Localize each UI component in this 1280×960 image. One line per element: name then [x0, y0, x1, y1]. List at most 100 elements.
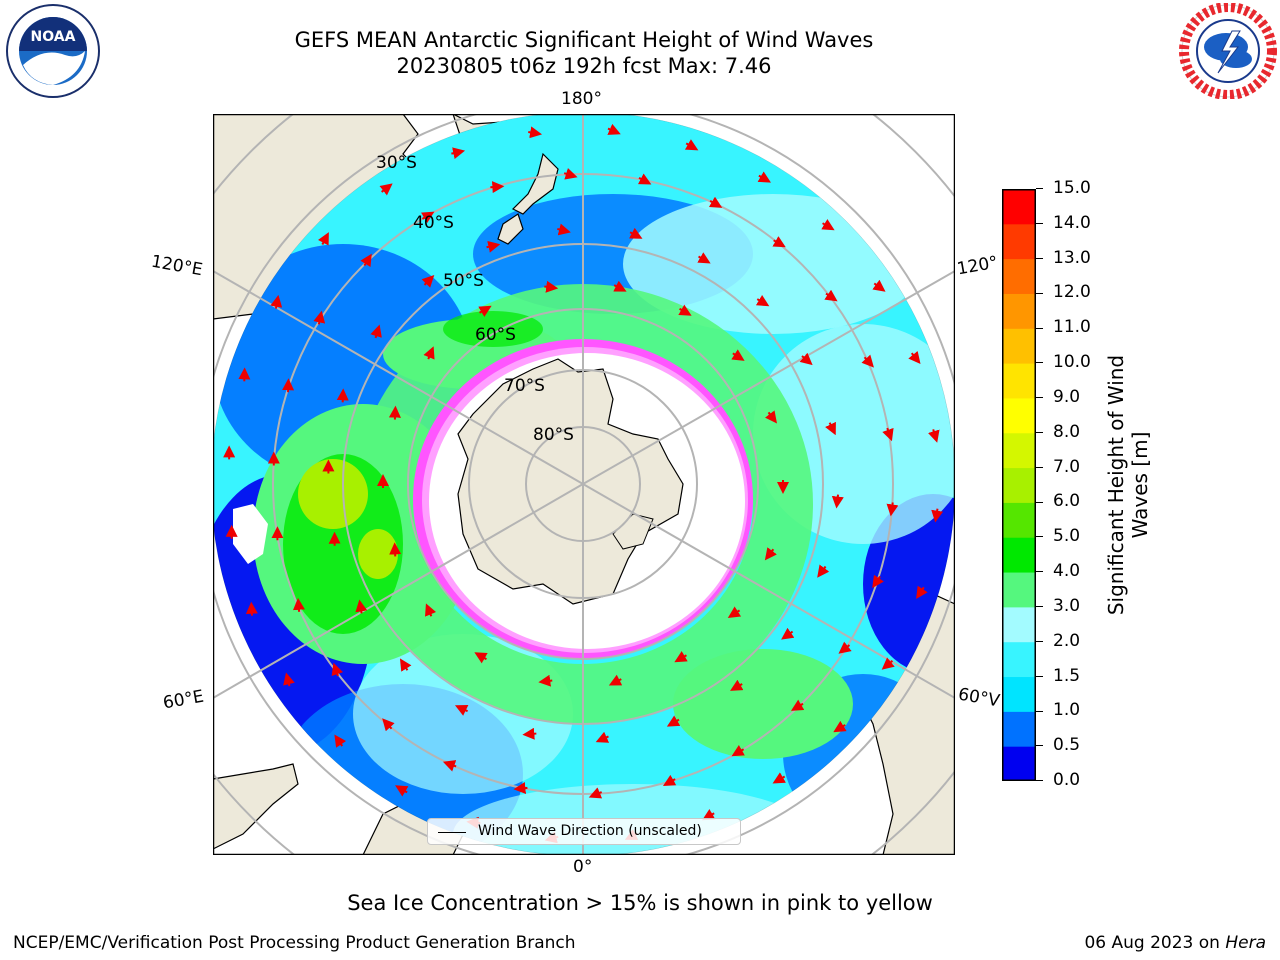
legend-line-symbol: [438, 832, 466, 833]
wave-direction-arrow: [697, 252, 711, 264]
wave-direction-arrow: [662, 774, 677, 786]
wave-direction-arrow: [522, 727, 537, 740]
footer-date-text: 06 Aug 2023 on: [1084, 933, 1226, 953]
wave-direction-arrow: [331, 662, 344, 677]
colorbar-tick-mark: [1036, 466, 1043, 468]
colorbar-segment: [1002, 467, 1036, 503]
colorbar-tick-label: 14.0: [1053, 212, 1091, 233]
colorbar-tick-label: 4.0: [1053, 561, 1081, 582]
wave-direction-arrow: [490, 181, 505, 194]
wave-direction-arrow: [831, 494, 844, 509]
wave-direction-arrow: [821, 219, 835, 231]
wave-direction-arrow: [799, 352, 813, 366]
colorbar-tick-mark: [1036, 188, 1043, 190]
colorbar-tick-label: 9.0: [1053, 386, 1081, 407]
lat-label-30s: 30°S: [376, 153, 417, 173]
wave-direction-arrow: [395, 785, 409, 797]
wave-direction-arrow: [886, 502, 899, 517]
colorbar-tick-mark: [1036, 223, 1043, 225]
noaa-logo: NOAA: [6, 4, 100, 98]
lon-label-0: 0°: [573, 857, 593, 877]
noaa-logo-text: NOAA: [31, 29, 76, 45]
colorbar-tick-label: 1.5: [1053, 665, 1081, 686]
colorbar-label: Significant Height of Wind Waves [m]: [1104, 355, 1152, 615]
wave-direction-arrow: [486, 240, 501, 253]
lon-label-60w: 60°V: [956, 684, 1002, 712]
map-legend: Wind Wave Direction (unscaled): [427, 818, 741, 845]
colorbar-segment: [1002, 641, 1036, 678]
wave-direction-arrow: [399, 658, 412, 672]
title-line-1: GEFS MEAN Antarctic Significant Height o…: [294, 28, 874, 52]
colorbar-tick-label: 0.5: [1053, 735, 1081, 756]
wave-direction-arrow: [421, 274, 435, 288]
colorbar-tick-mark: [1036, 362, 1043, 364]
colorbar-segment: [1002, 223, 1036, 260]
wave-direction-arrow: [817, 564, 830, 578]
wave-direction-arrow: [421, 211, 435, 223]
colorbar-segment: [1002, 293, 1036, 329]
colorbar-label-line1: Significant Height of Wind: [1104, 354, 1128, 616]
wave-direction-arrow: [360, 253, 372, 268]
colorbar-tick-mark: [1036, 501, 1043, 503]
colorbar-tick-label: 5.0: [1053, 526, 1081, 547]
colorbar-tick-mark: [1036, 432, 1043, 433]
wave-direction-arrow: [283, 672, 295, 687]
colorbar-segment: [1002, 502, 1036, 538]
wave-direction-arrow: [825, 421, 836, 436]
colorbar-tick-mark: [1036, 780, 1043, 782]
wave-direction-arrow: [563, 168, 578, 180]
nws-logo: [1179, 3, 1277, 99]
wave-direction-arrow: [613, 280, 627, 292]
colorbar-tick-mark: [1036, 571, 1043, 573]
wave-direction-arrow: [731, 745, 745, 757]
wind-wave-arrows: [223, 123, 944, 844]
colorbar-tick-label: 0.0: [1053, 770, 1081, 790]
wave-direction-arrow: [474, 652, 488, 664]
colorbar-tick-label: 13.0: [1053, 247, 1091, 268]
colorbar-tick-mark: [1036, 675, 1043, 677]
wave-direction-arrow: [666, 715, 681, 727]
colorbar-tick-mark: [1036, 257, 1043, 259]
wave-direction-arrow: [882, 427, 894, 442]
colorbar-tick-label: 7.0: [1053, 456, 1081, 477]
wave-direction-arrow: [731, 349, 745, 361]
wave-direction-arrow: [772, 772, 786, 784]
map-svg: [212, 113, 956, 856]
wave-direction-arrow: [702, 809, 716, 821]
colorbar-segment: [1002, 397, 1036, 434]
wave-direction-arrow: [629, 227, 643, 239]
lat-label-40s: 40°S: [413, 213, 454, 233]
wave-direction-arrow: [317, 232, 329, 246]
wave-direction-arrow: [557, 223, 571, 236]
wave-direction-arrow: [838, 641, 852, 654]
wave-direction-arrow: [355, 599, 368, 614]
wave-direction-arrow: [708, 196, 723, 208]
wave-direction-arrow: [931, 508, 944, 523]
lon-label-120w: 120°: [955, 252, 1000, 280]
colorbar-tick-label: 10.0: [1053, 352, 1091, 373]
wave-direction-arrow: [478, 305, 492, 317]
wave-direction-arrow: [790, 699, 805, 711]
wave-direction-arrow: [727, 606, 742, 618]
wave-direction-arrow: [382, 718, 395, 732]
wave-direction-arrow: [772, 236, 786, 248]
polar-map: [212, 113, 956, 856]
wave-direction-arrow: [684, 139, 699, 151]
wave-direction-arrow: [454, 704, 469, 716]
colorbar-tick-mark: [1036, 292, 1043, 294]
wave-direction-arrow: [379, 183, 393, 196]
wave-direction-arrow: [730, 679, 744, 691]
colorbar-segment: [1002, 363, 1036, 399]
colorbar-segment: [1002, 432, 1036, 469]
lon-label-60e: 60°E: [161, 686, 206, 714]
colorbar-segment: [1002, 606, 1036, 643]
sea-ice-note: Sea Ice Concentration > 15% is shown in …: [347, 891, 933, 915]
colorbar-tick-mark: [1036, 397, 1043, 399]
colorbar-segment: [1002, 328, 1036, 364]
colorbar-tick-label: 11.0: [1053, 317, 1091, 338]
wave-direction-arrow: [833, 720, 847, 733]
colorbar-segment: [1002, 711, 1036, 747]
colorbar-tick-label: 8.0: [1053, 421, 1081, 442]
wave-direction-arrow: [595, 731, 610, 743]
wave-direction-arrow: [607, 123, 621, 135]
